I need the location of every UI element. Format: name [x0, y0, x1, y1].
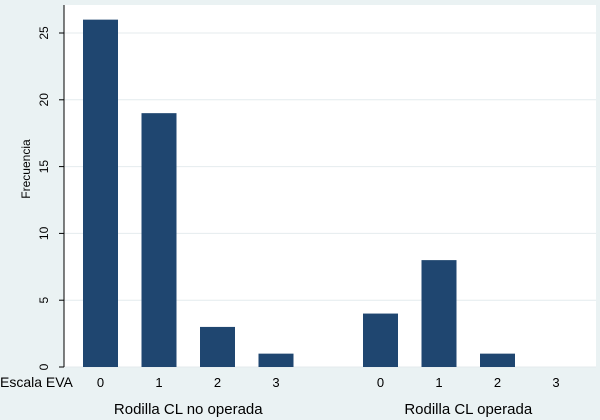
x-tick-label: 3 — [552, 375, 559, 390]
y-ticks: 0 5 10 15 20 25 — [37, 26, 64, 370]
y-tick-label: 15 — [37, 160, 51, 174]
x-tick-label: 0 — [97, 375, 104, 390]
group-labels: Rodilla CL no operada Rodilla CL operada — [114, 401, 533, 418]
bars — [83, 19, 515, 367]
bar — [200, 326, 235, 367]
group-label: Rodilla CL operada — [404, 401, 533, 418]
x-tick-label: 0 — [377, 375, 384, 390]
x-ticks: 0 1 2 3 0 1 2 3 — [97, 375, 560, 390]
y-tick-label: 20 — [37, 93, 51, 107]
x-tick-label: 1 — [155, 375, 162, 390]
x-tick-label: 2 — [214, 375, 221, 390]
x-tick-label: 1 — [435, 375, 442, 390]
y-tick-label: 25 — [37, 26, 51, 40]
y-axis-label: Frecuencia — [19, 139, 33, 199]
bar — [258, 353, 294, 367]
bar — [363, 313, 398, 367]
group-label: Rodilla CL no operada — [114, 401, 263, 418]
bar — [421, 260, 457, 367]
x-tick-label: 3 — [272, 375, 279, 390]
bar — [480, 353, 515, 367]
y-tick-label: 10 — [37, 226, 51, 240]
x-axis-prefix-label: Escala EVA — [0, 374, 74, 390]
x-tick-label: 2 — [494, 375, 501, 390]
y-tick-label: 0 — [37, 363, 51, 370]
y-tick-label: 5 — [37, 297, 51, 304]
bar — [83, 19, 118, 367]
bar — [141, 113, 177, 367]
